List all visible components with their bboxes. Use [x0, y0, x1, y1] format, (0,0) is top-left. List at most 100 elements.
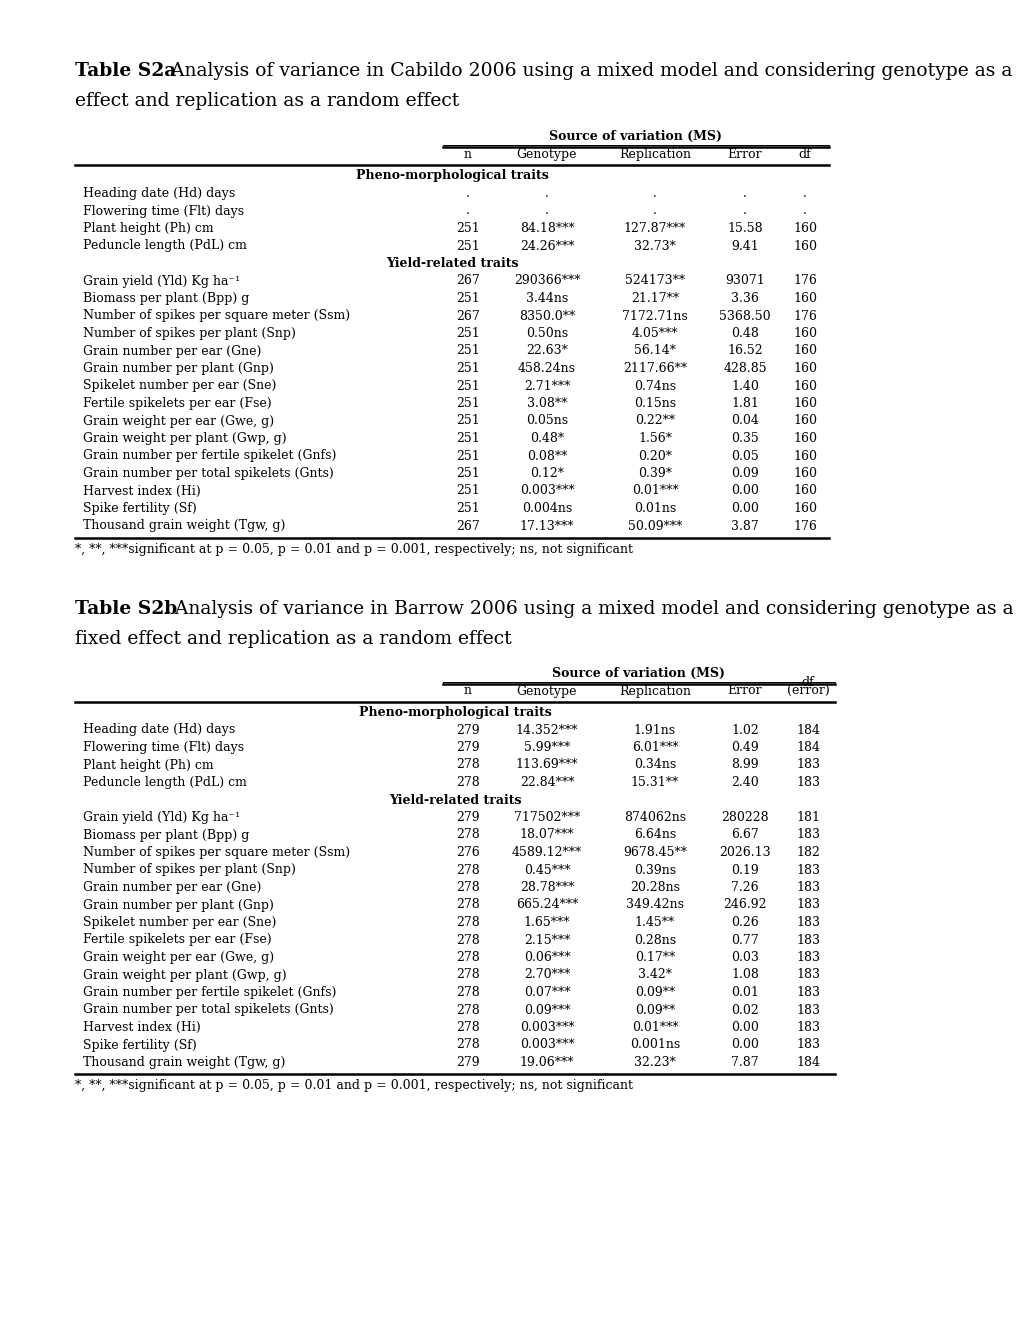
Text: df: df: [801, 676, 813, 689]
Text: 0.00: 0.00: [731, 484, 758, 498]
Text: Flowering time (Flt) days: Flowering time (Flt) days: [83, 741, 244, 754]
Text: Yield-related traits: Yield-related traits: [388, 793, 521, 807]
Text: Fertile spikelets per ear (Fse): Fertile spikelets per ear (Fse): [83, 397, 271, 411]
Text: . Analysis of variance in Barrow 2006 using a mixed model and considering genoty: . Analysis of variance in Barrow 2006 us…: [163, 601, 1013, 619]
Text: 267: 267: [455, 520, 479, 532]
Text: Spikelet number per ear (Sne): Spikelet number per ear (Sne): [83, 380, 276, 392]
Text: 5.99***: 5.99***: [524, 741, 570, 754]
Text: Grain weight per ear (Gwe, g): Grain weight per ear (Gwe, g): [83, 414, 274, 428]
Text: 278: 278: [455, 916, 479, 929]
Text: Replication: Replication: [619, 685, 690, 697]
Text: df: df: [798, 148, 810, 161]
Text: Flowering time (Flt) days: Flowering time (Flt) days: [83, 205, 244, 218]
Text: 15.31**: 15.31**: [631, 776, 679, 789]
Text: Table S2a: Table S2a: [75, 62, 176, 81]
Text: .: .: [802, 205, 806, 218]
Text: 279: 279: [455, 741, 479, 754]
Text: Plant height (Ph) cm: Plant height (Ph) cm: [83, 759, 213, 771]
Text: 3.42*: 3.42*: [637, 969, 672, 982]
Text: 3.36: 3.36: [731, 292, 758, 305]
Text: 251: 251: [455, 380, 479, 392]
Text: 7172.71ns: 7172.71ns: [622, 309, 687, 322]
Text: 9.41: 9.41: [731, 239, 758, 252]
Text: 3.87: 3.87: [731, 520, 758, 532]
Text: *, **, ***significant at p = 0.05, p = 0.01 and p = 0.001, respectively; ns, not: *, **, ***significant at p = 0.05, p = 0…: [75, 1078, 633, 1092]
Text: 50.09***: 50.09***: [628, 520, 682, 532]
Text: 0.09***: 0.09***: [523, 1003, 570, 1016]
Text: 160: 160: [792, 467, 816, 480]
Text: 4.05***: 4.05***: [631, 327, 678, 341]
Text: 160: 160: [792, 327, 816, 341]
Text: Peduncle length (PdL) cm: Peduncle length (PdL) cm: [83, 239, 247, 252]
Text: Peduncle length (PdL) cm: Peduncle length (PdL) cm: [83, 776, 247, 789]
Text: 279: 279: [455, 723, 479, 737]
Text: 20.28ns: 20.28ns: [630, 880, 680, 894]
Text: 14.352***: 14.352***: [516, 723, 578, 737]
Text: 0.48: 0.48: [731, 327, 758, 341]
Text: Grain number per plant (Gnp): Grain number per plant (Gnp): [83, 362, 274, 375]
Text: 251: 251: [455, 432, 479, 445]
Text: Grain yield (Yld) Kg ha⁻¹: Grain yield (Yld) Kg ha⁻¹: [83, 275, 239, 288]
Text: 8.99: 8.99: [731, 759, 758, 771]
Text: Grain number per plant (Gnp): Grain number per plant (Gnp): [83, 899, 274, 912]
Text: 0.39ns: 0.39ns: [634, 863, 676, 876]
Text: 183: 183: [795, 880, 819, 894]
Text: Grain yield (Yld) Kg ha⁻¹: Grain yield (Yld) Kg ha⁻¹: [83, 810, 239, 824]
Text: 160: 160: [792, 380, 816, 392]
Text: 176: 176: [793, 520, 816, 532]
Text: 1.08: 1.08: [731, 969, 758, 982]
Text: 184: 184: [795, 1056, 819, 1069]
Text: 0.12*: 0.12*: [530, 467, 564, 480]
Text: Genotype: Genotype: [517, 148, 577, 161]
Text: Number of spikes per square meter (Ssm): Number of spikes per square meter (Ssm): [83, 846, 350, 859]
Text: 0.03: 0.03: [731, 950, 758, 964]
Text: 280228: 280228: [720, 810, 768, 824]
Text: fixed effect and replication as a random effect: fixed effect and replication as a random…: [75, 631, 512, 648]
Text: 160: 160: [792, 397, 816, 411]
Text: 0.74ns: 0.74ns: [634, 380, 676, 392]
Text: Harvest index (Hi): Harvest index (Hi): [83, 484, 201, 498]
Text: 278: 278: [455, 1039, 479, 1052]
Text: 184: 184: [795, 723, 819, 737]
Text: 9678.45**: 9678.45**: [623, 846, 687, 859]
Text: 6.67: 6.67: [731, 829, 758, 842]
Text: 2.40: 2.40: [731, 776, 758, 789]
Text: 1.02: 1.02: [731, 723, 758, 737]
Text: 183: 183: [795, 829, 819, 842]
Text: Pheno-morphological traits: Pheno-morphological traits: [359, 706, 551, 719]
Text: 1.40: 1.40: [731, 380, 758, 392]
Text: 18.07***: 18.07***: [520, 829, 574, 842]
Text: 0.08**: 0.08**: [526, 450, 567, 462]
Text: Number of spikes per plant (Snp): Number of spikes per plant (Snp): [83, 327, 296, 341]
Text: 267: 267: [455, 275, 479, 288]
Text: 0.04: 0.04: [731, 414, 758, 428]
Text: Spike fertility (Sf): Spike fertility (Sf): [83, 1039, 197, 1052]
Text: 278: 278: [455, 880, 479, 894]
Text: .: .: [544, 187, 548, 201]
Text: 183: 183: [795, 759, 819, 771]
Text: 183: 183: [795, 1039, 819, 1052]
Text: 251: 251: [455, 484, 479, 498]
Text: Number of spikes per plant (Snp): Number of spikes per plant (Snp): [83, 863, 296, 876]
Text: Grain number per ear (Gne): Grain number per ear (Gne): [83, 880, 261, 894]
Text: Grain number per total spikelets (Gnts): Grain number per total spikelets (Gnts): [83, 1003, 333, 1016]
Text: 0.003***: 0.003***: [519, 1039, 574, 1052]
Text: 160: 160: [792, 484, 816, 498]
Text: 0.00: 0.00: [731, 1039, 758, 1052]
Text: 279: 279: [455, 1056, 479, 1069]
Text: 4589.12***: 4589.12***: [512, 846, 582, 859]
Text: 278: 278: [455, 863, 479, 876]
Text: 3.08**: 3.08**: [526, 397, 567, 411]
Text: 251: 251: [455, 362, 479, 375]
Text: 2026.13: 2026.13: [718, 846, 770, 859]
Text: 251: 251: [455, 502, 479, 515]
Text: 21.17**: 21.17**: [631, 292, 679, 305]
Text: Source of variation (MS): Source of variation (MS): [552, 667, 725, 680]
Text: 183: 183: [795, 776, 819, 789]
Text: 183: 183: [795, 986, 819, 999]
Text: Grain weight per ear (Gwe, g): Grain weight per ear (Gwe, g): [83, 950, 274, 964]
Text: .: .: [802, 187, 806, 201]
Text: 0.05: 0.05: [731, 450, 758, 462]
Text: 0.003***: 0.003***: [519, 1020, 574, 1034]
Text: Error: Error: [727, 148, 761, 161]
